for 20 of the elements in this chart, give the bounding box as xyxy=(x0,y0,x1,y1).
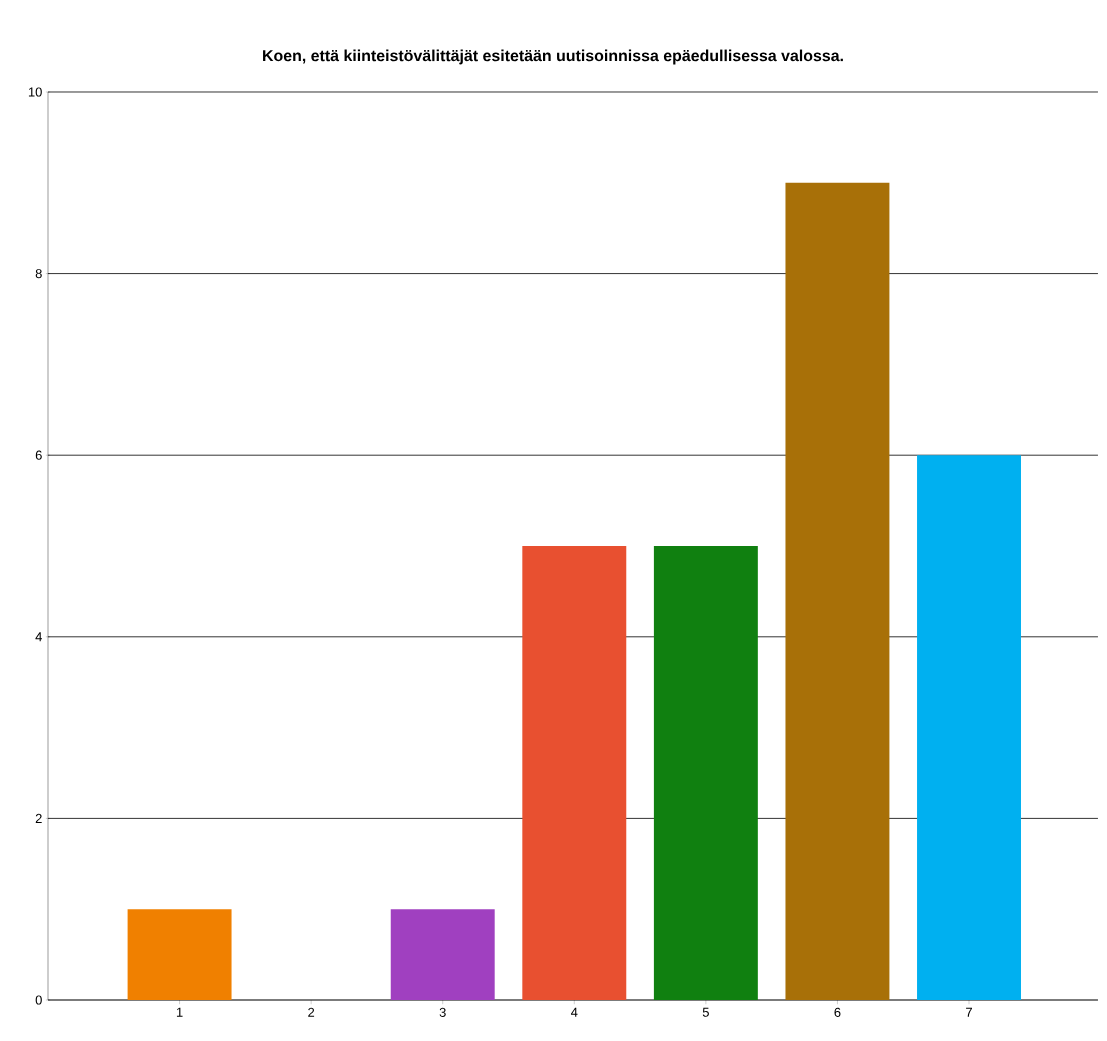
y-tick-label: 2 xyxy=(35,813,42,823)
y-tick-label: 4 xyxy=(35,632,42,642)
bar xyxy=(522,546,627,1000)
bar xyxy=(127,909,232,1000)
x-tick-label: 3 xyxy=(439,1007,446,1017)
bar xyxy=(917,455,1021,1000)
chart-title: Koen, että kiinteistövälittäjät esitetään uutisoinnissa epäedullisessa valossa. xyxy=(263,49,843,65)
bar xyxy=(785,182,890,1000)
bar xyxy=(653,546,758,1000)
x-tick-label: 7 xyxy=(966,1007,972,1017)
y-tick-label: 8 xyxy=(35,269,42,279)
y-tick-label: 0 xyxy=(35,995,42,1005)
x-tick-label: 2 xyxy=(308,1007,315,1017)
x-tick-label: 6 xyxy=(834,1007,841,1017)
bar xyxy=(390,909,495,1000)
x-tick-label: 4 xyxy=(570,1007,578,1017)
y-tick-label: 10 xyxy=(28,87,42,97)
x-tick-label: 5 xyxy=(702,1007,709,1017)
x-tick-label: 1 xyxy=(176,1007,183,1017)
y-tick-label: 6 xyxy=(35,450,42,460)
